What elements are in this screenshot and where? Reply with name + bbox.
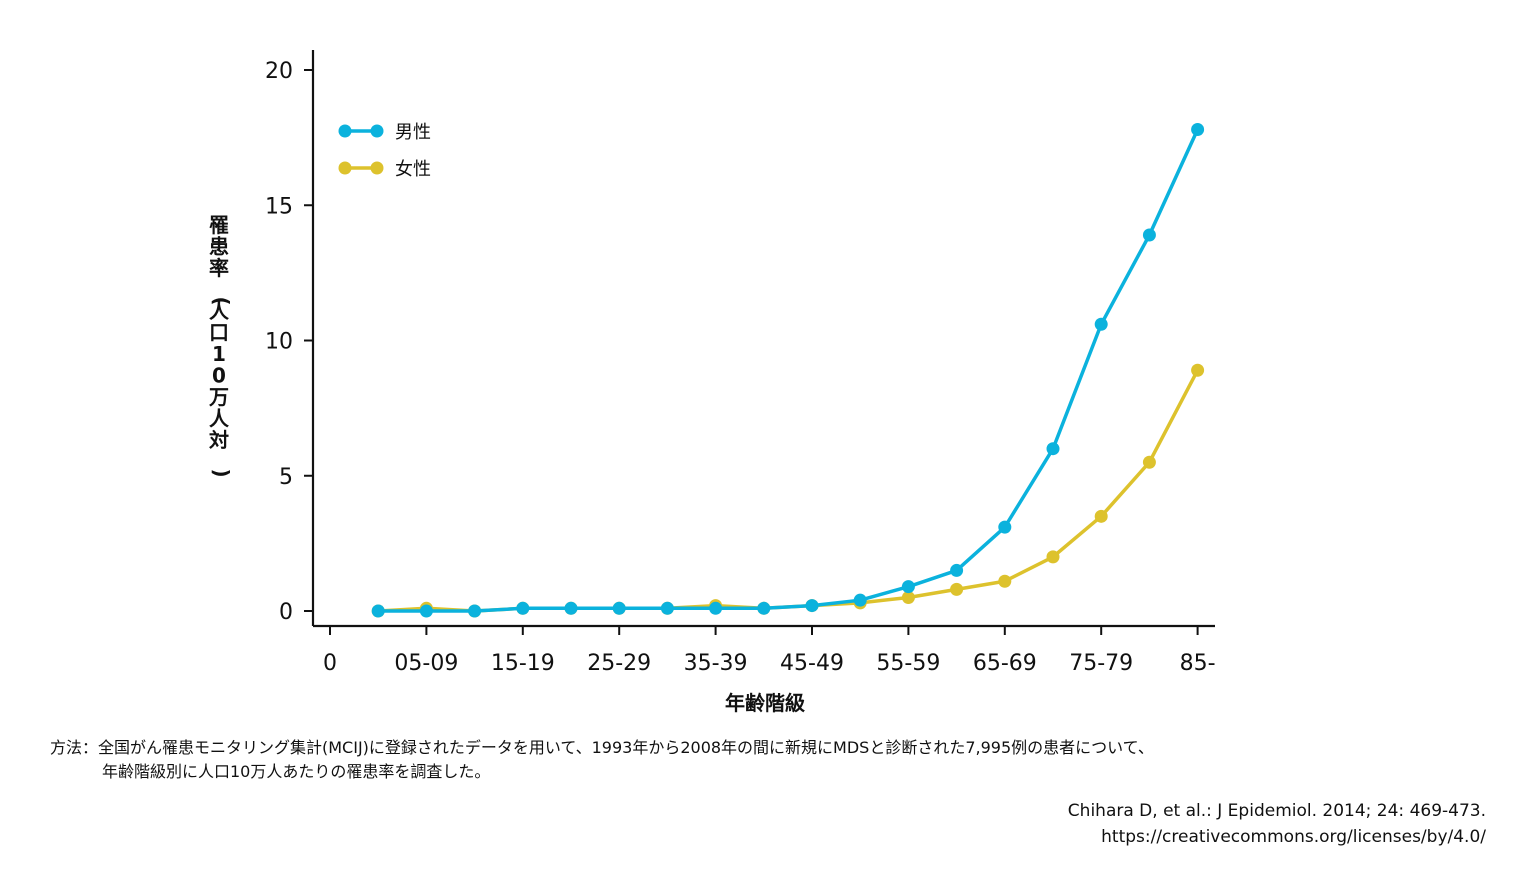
x-tick-label: 85- xyxy=(1180,651,1216,676)
x-tick-label: 75-79 xyxy=(1069,651,1133,676)
series-女性 xyxy=(371,363,1205,618)
incidence-line-chart: 0 5 10 15 20 0 05-09 15-19 25-29 35-39 45-49 55-59 6… xyxy=(208,50,1216,715)
method-note: 方法：全国がん罹患モニタリング集計(MCIJ)に登録されたデータを用いて、199… xyxy=(50,736,1154,784)
y-tick-label: 0 xyxy=(279,600,293,625)
series-男性 xyxy=(371,123,1205,618)
series-line xyxy=(378,369,1200,613)
data-point xyxy=(901,580,915,594)
data-point xyxy=(1142,228,1156,242)
data-point xyxy=(1191,363,1205,377)
data-point xyxy=(757,601,771,615)
x-tick-label: 05-09 xyxy=(394,651,458,676)
data-point xyxy=(998,574,1012,588)
y-tick-label: 10 xyxy=(265,330,293,355)
data-point xyxy=(1046,442,1060,456)
data-point xyxy=(1046,550,1060,564)
data-point xyxy=(1094,317,1108,331)
legend-marker xyxy=(338,124,352,138)
x-axis-title: 年齢階級 xyxy=(725,691,805,715)
legend-item: 女性 xyxy=(338,159,431,180)
series-line xyxy=(378,128,1200,613)
method-note-line1: 方法：全国がん罹患モニタリング集計(MCIJ)に登録されたデータを用いて、199… xyxy=(50,738,1154,757)
data-point xyxy=(709,601,723,615)
x-tick-label: 25-29 xyxy=(587,651,651,676)
data-point xyxy=(564,601,578,615)
legend-marker xyxy=(370,161,384,175)
y-tick-label: 20 xyxy=(265,59,293,84)
legend-marker xyxy=(338,161,352,175)
citation: Chihara D, et al.: J Epidemiol. 2014; 24… xyxy=(1068,798,1486,850)
data-point xyxy=(371,604,385,618)
data-point xyxy=(468,604,482,618)
data-point xyxy=(419,604,433,618)
x-tick-label: 15-19 xyxy=(491,651,555,676)
x-tick-label: 45-49 xyxy=(780,651,844,676)
y-tick-label: 5 xyxy=(279,465,293,490)
legend-label: 男性 xyxy=(395,122,431,143)
data-point xyxy=(660,601,674,615)
series-layer xyxy=(371,123,1205,618)
x-tick-label: 35-39 xyxy=(684,651,748,676)
x-tick-label: 65-69 xyxy=(973,651,1037,676)
x-tick-label: 55-59 xyxy=(876,651,940,676)
citation-reference: Chihara D, et al.: J Epidemiol. 2014; 24… xyxy=(1067,801,1486,821)
citation-license-url: https://creativecommons.org/licenses/by/… xyxy=(1101,827,1486,847)
axes: 0 5 10 15 20 0 05-09 15-19 25-29 35-39 45-49 55-59 6… xyxy=(265,50,1216,676)
y-tick-label: 15 xyxy=(265,194,293,219)
data-point xyxy=(950,563,964,577)
data-point xyxy=(950,582,964,596)
data-point xyxy=(805,599,819,613)
data-point xyxy=(1191,123,1205,137)
x-tick-label: 0 xyxy=(323,651,337,676)
data-point xyxy=(612,601,626,615)
data-point xyxy=(853,593,867,607)
data-point xyxy=(1142,455,1156,469)
legend-item: 男性 xyxy=(338,122,431,143)
legend-label: 女性 xyxy=(395,159,431,180)
data-point xyxy=(998,520,1012,534)
method-note-line2: 年齢階級別に人口10万人あたりの罹患率を調査した。 xyxy=(102,762,491,781)
data-point xyxy=(1094,509,1108,523)
legend-marker xyxy=(370,124,384,138)
data-point xyxy=(901,590,915,604)
y-axis-title: 罹患率(人口 1 0 万人対) xyxy=(208,213,233,478)
data-point xyxy=(516,601,530,615)
